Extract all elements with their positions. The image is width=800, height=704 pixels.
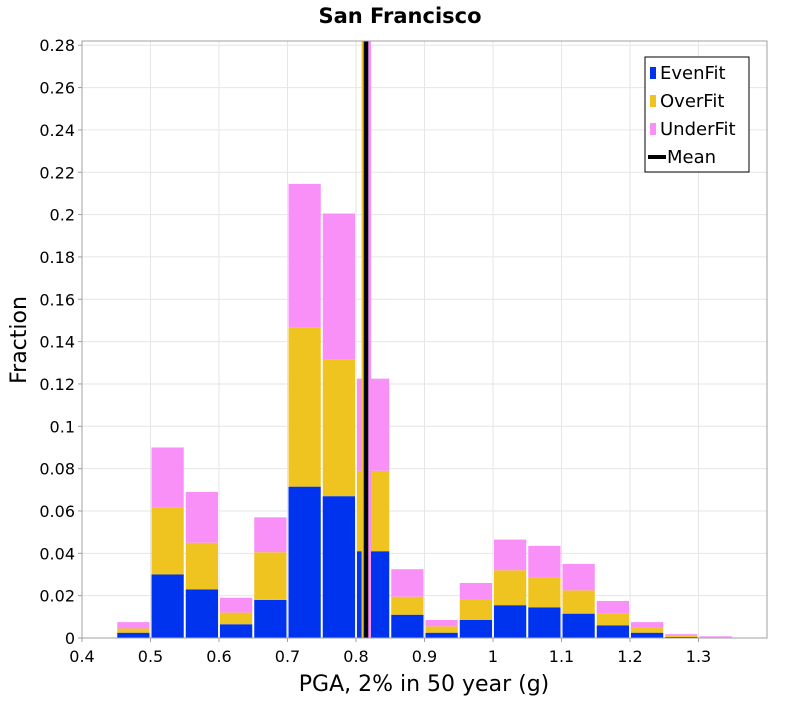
y-tick-label: 0.16 bbox=[39, 290, 75, 309]
bar-overfit-8 bbox=[391, 597, 423, 615]
x-tick-label: 1.2 bbox=[617, 647, 642, 666]
bar-overfit-11 bbox=[494, 570, 526, 605]
bar-underfit-1 bbox=[152, 447, 184, 507]
x-axis-ticks: 0.4 0.5 0.6 0.7 0.8 0.9 1 1.1 1.2 1.3 bbox=[69, 638, 711, 666]
y-tick-label: 0.2 bbox=[50, 206, 75, 225]
bar-evenfit-13 bbox=[563, 614, 595, 638]
legend-label-underfit: UnderFit bbox=[660, 119, 736, 140]
bar-overfit-10 bbox=[460, 600, 492, 620]
y-tick-label: 0.04 bbox=[39, 544, 75, 563]
x-tick-label: 0.8 bbox=[343, 647, 368, 666]
y-tick-label: 0 bbox=[65, 629, 75, 648]
y-tick-label: 0.06 bbox=[39, 502, 75, 521]
x-tick-label: 0.9 bbox=[412, 647, 437, 666]
y-tick-label: 0.12 bbox=[39, 375, 75, 394]
x-tick-label: 0.4 bbox=[69, 647, 94, 666]
bar-underfit-14 bbox=[597, 601, 629, 614]
bar-overfit-1 bbox=[152, 508, 184, 575]
bar-overfit-5 bbox=[289, 328, 321, 487]
bar-underfit-17 bbox=[700, 636, 732, 637]
bar-underfit-10 bbox=[460, 583, 492, 600]
bar-underfit-3 bbox=[220, 598, 252, 613]
bar-evenfit-1 bbox=[152, 574, 184, 638]
bar-underfit-11 bbox=[494, 540, 526, 571]
bar-evenfit-3 bbox=[220, 624, 252, 638]
bar-overfit-6 bbox=[323, 360, 355, 497]
x-tick-label: 0.7 bbox=[275, 647, 300, 666]
bar-underfit-13 bbox=[563, 564, 595, 590]
legend-label-overfit: OverFit bbox=[660, 91, 724, 112]
bar-overfit-12 bbox=[528, 578, 560, 608]
y-tick-label: 0.24 bbox=[39, 121, 75, 140]
bar-underfit-8 bbox=[391, 569, 423, 597]
bar-overfit-13 bbox=[563, 590, 595, 613]
bar-evenfit-4 bbox=[254, 600, 286, 638]
bar-evenfit-8 bbox=[391, 615, 423, 638]
bar-overfit-14 bbox=[597, 614, 629, 626]
bar-underfit-0 bbox=[117, 622, 149, 628]
x-tick-label: 1.1 bbox=[549, 647, 574, 666]
y-tick-label: 0.14 bbox=[39, 333, 75, 352]
y-tick-label: 0.26 bbox=[39, 79, 75, 98]
legend-label-mean: Mean bbox=[667, 147, 716, 168]
y-tick-label: 0.18 bbox=[39, 248, 75, 267]
y-axis-label: Fraction bbox=[7, 296, 32, 384]
bar-underfit-15 bbox=[631, 622, 663, 627]
bar-overfit-9 bbox=[426, 626, 458, 632]
x-tick-label: 0.6 bbox=[206, 647, 231, 666]
bar-evenfit-2 bbox=[186, 589, 218, 638]
legend: EvenFit OverFit UnderFit Mean bbox=[645, 57, 749, 172]
chart-title: San Francisco bbox=[318, 4, 481, 28]
bar-evenfit-12 bbox=[528, 607, 560, 638]
bar-overfit-3 bbox=[220, 613, 252, 625]
bar-overfit-15 bbox=[631, 627, 663, 632]
legend-swatch-evenfit bbox=[650, 67, 656, 79]
y-tick-label: 0.1 bbox=[50, 417, 75, 436]
bar-underfit-12 bbox=[528, 546, 560, 578]
bar-overfit-0 bbox=[117, 628, 149, 632]
legend-swatch-overfit bbox=[650, 95, 656, 107]
bar-evenfit-6 bbox=[323, 496, 355, 638]
bar-evenfit-0 bbox=[117, 633, 149, 638]
legend-swatch-underfit bbox=[650, 123, 656, 135]
y-axis-ticks: 0 0.02 0.04 0.06 0.08 0.1 0.12 0.14 0.16 0.18 0.2 0… bbox=[39, 36, 82, 648]
bar-underfit-6 bbox=[323, 214, 355, 360]
bar-evenfit-10 bbox=[460, 620, 492, 638]
bar-evenfit-14 bbox=[597, 625, 629, 638]
bar-overfit-2 bbox=[186, 543, 218, 590]
x-tick-label: 0.5 bbox=[138, 647, 163, 666]
bar-evenfit-9 bbox=[426, 633, 458, 638]
x-tick-label: 1 bbox=[488, 647, 498, 666]
y-tick-label: 0.02 bbox=[39, 587, 75, 606]
bar-underfit-5 bbox=[289, 184, 321, 328]
bar-underfit-9 bbox=[426, 620, 458, 626]
mean-lines bbox=[364, 41, 369, 638]
bar-evenfit-11 bbox=[494, 605, 526, 638]
y-tick-label: 0.28 bbox=[39, 36, 75, 55]
bar-underfit-16 bbox=[665, 634, 697, 636]
y-tick-label: 0.22 bbox=[39, 163, 75, 182]
x-axis-label: PGA, 2% in 50 year (g) bbox=[299, 672, 550, 697]
legend-label-evenfit: EvenFit bbox=[660, 63, 726, 84]
bar-overfit-16 bbox=[665, 636, 697, 637]
bar-evenfit-15 bbox=[631, 633, 663, 638]
bar-evenfit-5 bbox=[289, 487, 321, 638]
bar-underfit-2 bbox=[186, 492, 218, 543]
y-tick-label: 0.08 bbox=[39, 460, 75, 479]
bar-overfit-4 bbox=[254, 552, 286, 600]
bar-underfit-4 bbox=[254, 517, 286, 552]
x-tick-label: 1.3 bbox=[686, 647, 711, 666]
